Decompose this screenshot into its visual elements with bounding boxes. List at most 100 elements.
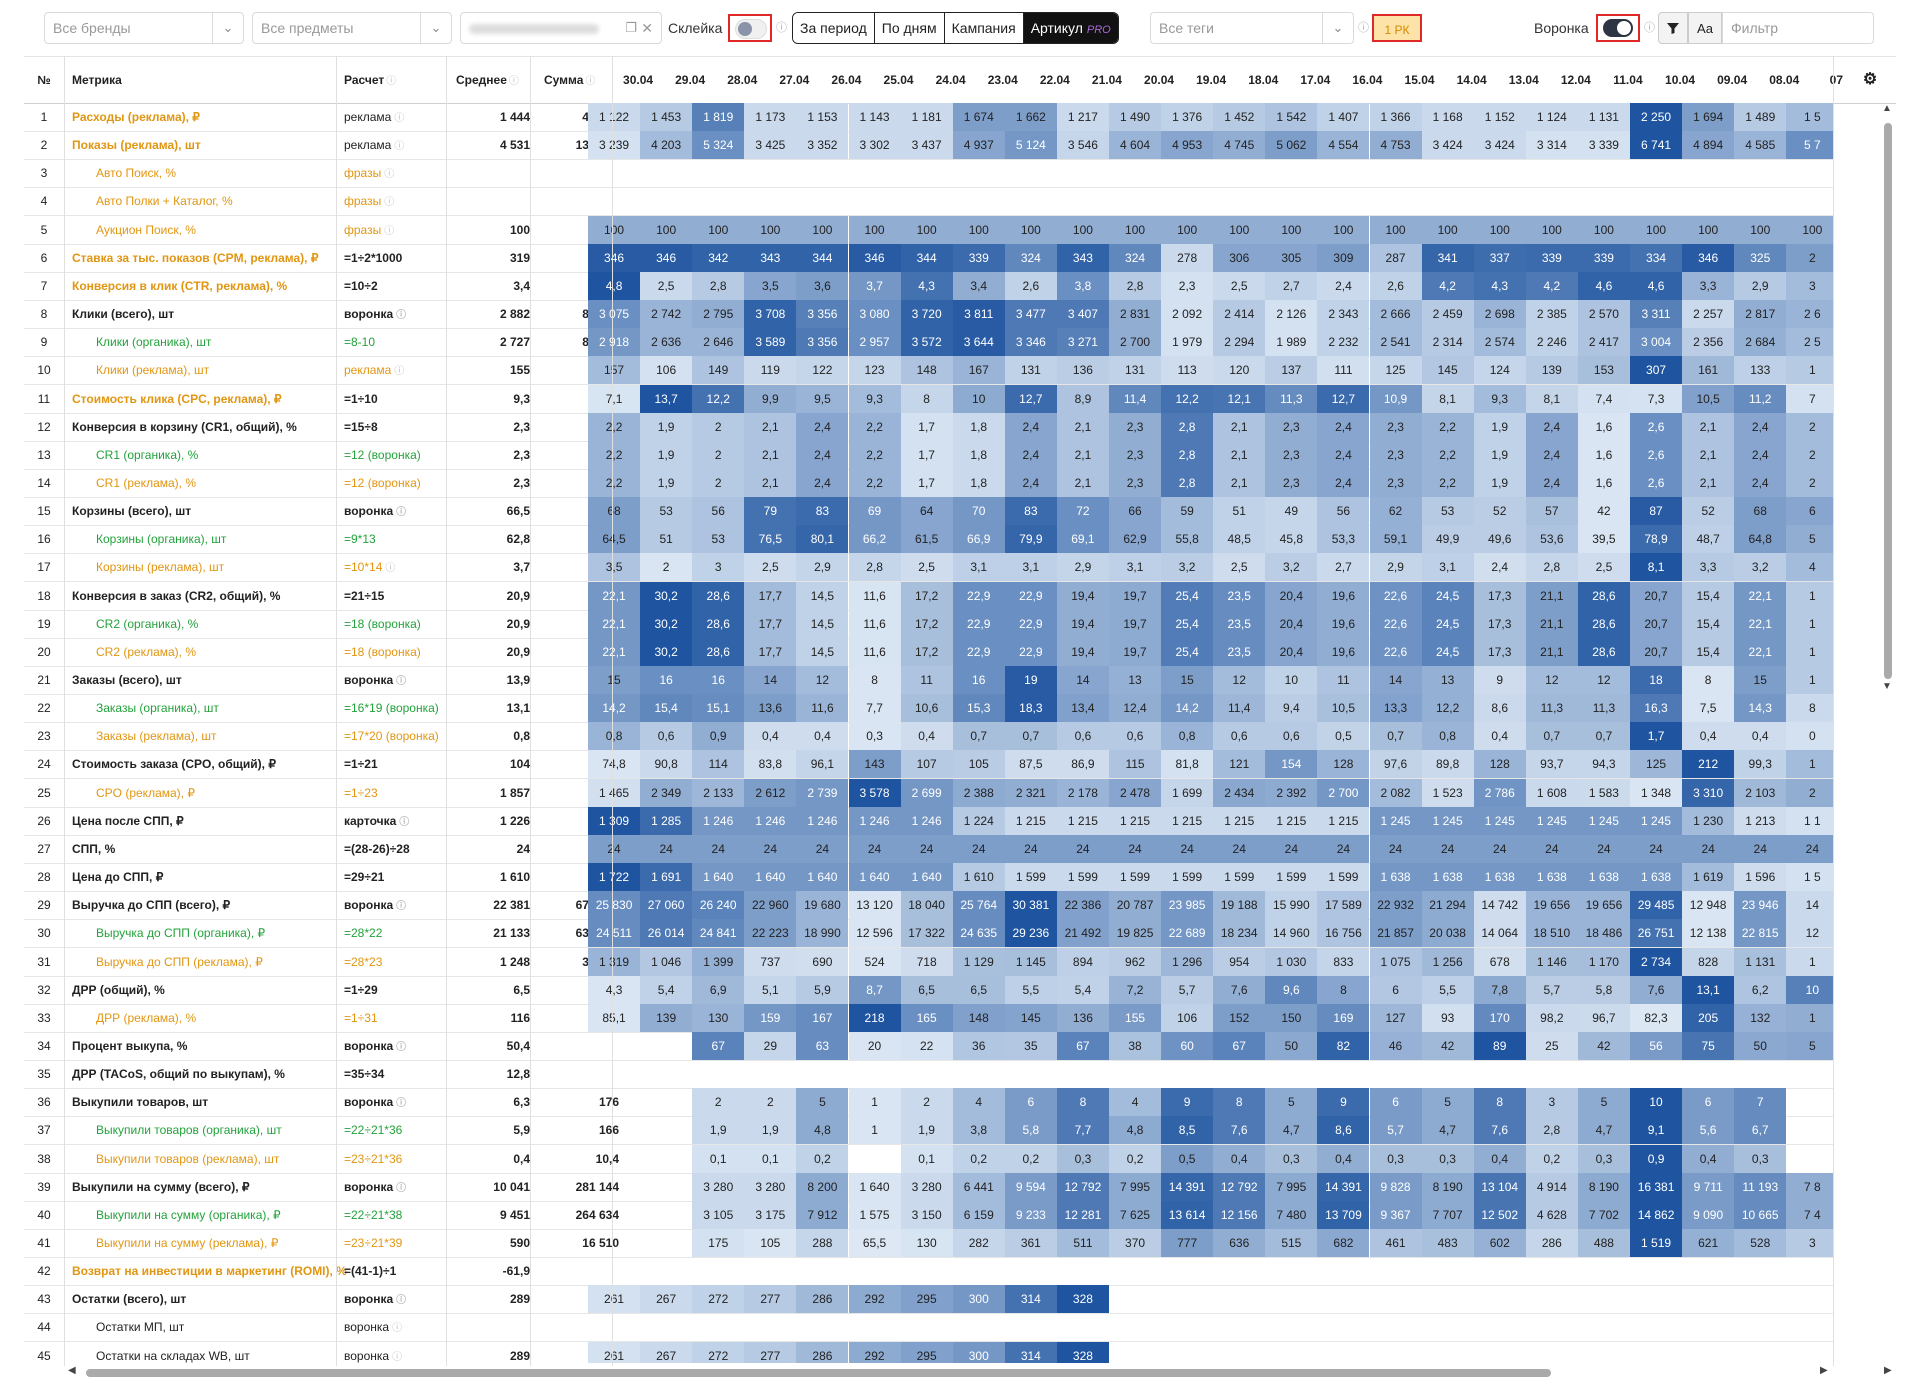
copy-icon[interactable]: ❐	[625, 20, 637, 35]
table-row[interactable]: 28 Цена до СПП, ₽ =29÷21 1 610 1 722 1 691 1 6…	[24, 863, 1833, 893]
table-row[interactable]: 14 CR1 (реклама), % =12 (воронка) 2,3 2,2 1,9…	[24, 468, 1833, 498]
date-header[interactable]: 28.04	[727, 73, 758, 87]
date-header[interactable]: 25.04	[883, 73, 914, 87]
vertical-scrollbar[interactable]: ▲ ▼	[1880, 103, 1896, 1365]
rk-badge[interactable]: 1 РК	[1372, 14, 1422, 42]
table-row[interactable]: 32 ДРР (общий), % =1÷29 6,5 4,3 5,4 6,9 5,1 5,9 8…	[24, 975, 1833, 1005]
date-header[interactable]: 09.04	[1717, 73, 1748, 87]
date-header[interactable]: 11.04	[1613, 73, 1643, 87]
table-row[interactable]: 13 CR1 (органика), % =12 (воронка) 2,3 2,2 1,…	[24, 440, 1833, 470]
date-header[interactable]: 12.04	[1560, 73, 1591, 87]
table-row[interactable]: 43 Остатки (всего), шт воронка ⓘ 289 261 267 27…	[24, 1285, 1833, 1315]
table-row[interactable]: 45 Остатки на складах WB, шт воронка ⓘ 289 26…	[24, 1341, 1833, 1363]
table-row[interactable]: 39 Выкупили на сумму (всего), ₽ воронка ⓘ 10…	[24, 1172, 1833, 1202]
header-sum[interactable]: Сумма ⓘ	[544, 57, 595, 103]
table-row[interactable]: 22 Заказы (органика), шт =16*19 (воронка) 1…	[24, 694, 1833, 724]
date-header[interactable]: 10.04	[1665, 73, 1696, 87]
date-header[interactable]: 21.04	[1091, 73, 1122, 87]
date-header[interactable]: 17.04	[1300, 73, 1331, 87]
table-row[interactable]: 36 Выкупили товаров, шт воронка ⓘ 6,3 176 2 2 5 1…	[24, 1088, 1833, 1118]
table-row[interactable]: 24 Стоимость заказа (CPO, общий), ₽ =1÷21 1…	[24, 750, 1833, 780]
scroll-right-icon[interactable]: ▶	[1884, 1365, 1892, 1376]
table-row[interactable]: 30 Выручка до СПП (органика), ₽ =28*22 21 1…	[24, 919, 1833, 949]
table-row[interactable]: 18 Конверсия в заказ (CR2, общий), % =21÷1…	[24, 581, 1833, 611]
table-row[interactable]: 42 Возврат на инвестиции в маркетинг (ROM…	[24, 1257, 1833, 1287]
date-header[interactable]: 15.04	[1404, 73, 1435, 87]
horizontal-scrollbar[interactable]: ◀ ▶ ▶	[24, 1365, 1896, 1381]
table-row[interactable]: 11 Стоимость клика (CPC, реклама), ₽ =1÷10…	[24, 384, 1833, 414]
date-header[interactable]: 16.04	[1352, 73, 1383, 87]
table-row[interactable]: 4 Авто Полки + Каталог, % фразы ⓘ	[24, 187, 1833, 217]
table-row[interactable]: 38 Выкупили товаров (реклама), шт =23÷21*3…	[24, 1144, 1833, 1174]
date-header[interactable]: 19.04	[1196, 73, 1227, 87]
header-metric[interactable]: Метрика	[72, 73, 122, 87]
date-header[interactable]: 23.04	[987, 73, 1018, 87]
clear-icon[interactable]: ✕	[641, 20, 653, 36]
tags-select[interactable]: Все теги ⌄	[1150, 12, 1354, 44]
date-header[interactable]: 22.04	[1039, 73, 1070, 87]
table-row[interactable]: 26 Цена после СПП, ₽ карточка ⓘ 1 226 1 309 1 …	[24, 806, 1833, 836]
scroll-down-icon[interactable]: ▼	[1882, 681, 1892, 692]
table-row[interactable]: 31 Выручка до СПП (реклама), ₽ =28*23 1 248…	[24, 947, 1833, 977]
table-row[interactable]: 35 ДРР (TACoS, общий по выкупам), % =35÷34…	[24, 1060, 1833, 1090]
table-row[interactable]: 6 Ставка за тыс. показов (CPM, реклама), …	[24, 243, 1833, 273]
table-row[interactable]: 23 Заказы (реклама), шт =17*20 (воронка) 0,…	[24, 722, 1833, 752]
table-row[interactable]: 12 Конверсия в корзину (CR1, общий), % =15…	[24, 412, 1833, 442]
tab-po-dnyam[interactable]: По дням	[874, 13, 945, 43]
date-header[interactable]: 14.04	[1456, 73, 1487, 87]
date-header[interactable]: 08.04	[1769, 73, 1800, 87]
date-header[interactable]: 18.04	[1248, 73, 1279, 87]
date-header[interactable]: 20.04	[1144, 73, 1175, 87]
date-header[interactable]: 29.04	[675, 73, 706, 87]
table-row[interactable]: 29 Выручка до СПП (всего), ₽ воронка ⓘ 22 38…	[24, 891, 1833, 921]
table-row[interactable]: 27 СПП, % =(28-26)÷28 24 24 24 24 24 24 24 24 24 24 2…	[24, 834, 1833, 864]
voronka-toggle[interactable]	[1603, 19, 1633, 37]
table-row[interactable]: 33 ДРР (реклама), % =1÷31 116 85,1 139 130 159 1…	[24, 1003, 1833, 1033]
date-header[interactable]: 30.04	[623, 73, 654, 87]
tab-artikul[interactable]: Артикул PRO	[1023, 13, 1118, 43]
table-row[interactable]: 40 Выкупили на сумму (органика), ₽ =22÷21*…	[24, 1200, 1833, 1230]
tab-za-period[interactable]: За период	[793, 13, 875, 43]
table-row[interactable]: 41 Выкупили на сумму (реклама), ₽ =23÷21*3…	[24, 1229, 1833, 1258]
article-select[interactable]: ❐ ✕	[460, 12, 662, 44]
scroll-left-icon[interactable]: ◀	[68, 1365, 76, 1376]
chevron-down-icon[interactable]: ⌄	[1322, 13, 1353, 43]
table-row[interactable]: 5 Аукцион Поиск, % фразы ⓘ 100 100 100 100 100 10…	[24, 215, 1833, 245]
table-row[interactable]: 34 Процент выкупа, % воронка ⓘ 50,4 67 29 63 20 2…	[24, 1031, 1833, 1061]
scroll-up-icon[interactable]: ▲	[1882, 103, 1892, 114]
brands-select[interactable]: Все бренды ⌄	[44, 12, 244, 44]
date-header[interactable]: 13.04	[1508, 73, 1539, 87]
scrollbar-thumb[interactable]	[86, 1369, 1551, 1377]
gear-icon[interactable]: ⚙	[1862, 71, 1878, 88]
table-row[interactable]: 44 Остатки МП, шт воронка ⓘ	[24, 1313, 1833, 1343]
skleika-toggle[interactable]	[735, 19, 767, 39]
table-row[interactable]: 37 Выкупили товаров (органика), шт =22÷21*…	[24, 1116, 1833, 1146]
chevron-down-icon[interactable]: ⌄	[420, 13, 451, 43]
subjects-select[interactable]: Все предметы ⌄	[252, 12, 452, 44]
table-row[interactable]: 3 Авто Поиск, % фразы ⓘ	[24, 159, 1833, 189]
table-row[interactable]: 25 CPO (реклама), ₽ =1÷23 1 857 1 465 2 349 2 …	[24, 778, 1833, 808]
date-header[interactable]: 26.04	[831, 73, 862, 87]
header-calc[interactable]: Расчет ⓘ	[344, 57, 396, 103]
tab-kampaniya[interactable]: Кампания	[944, 13, 1024, 43]
case-sensitive-button[interactable]: Aa	[1688, 12, 1722, 44]
date-header[interactable]: 27.04	[779, 73, 810, 87]
table-row[interactable]: 19 CR2 (органика), % =18 (воронка) 20,9 22,1…	[24, 609, 1833, 639]
table-row[interactable]: 7 Конверсия в клик (CTR, реклама), % =10÷2…	[24, 271, 1833, 301]
filter-input[interactable]: Фильтр	[1722, 12, 1874, 44]
chevron-down-icon[interactable]: ⌄	[212, 13, 243, 43]
date-header[interactable]: 24.04	[935, 73, 966, 87]
table-row[interactable]: 20 CR2 (реклама), % =18 (воронка) 20,9 22,1 3…	[24, 637, 1833, 667]
filter-icon[interactable]	[1658, 12, 1688, 44]
scroll-right-icon[interactable]: ▶	[1820, 1365, 1828, 1376]
date-header[interactable]: 07	[1829, 73, 1844, 87]
